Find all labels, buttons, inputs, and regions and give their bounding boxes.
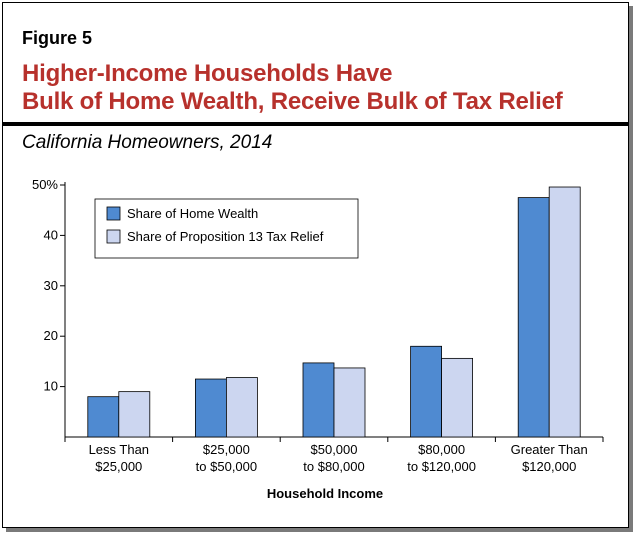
x-tick-label: $80,000: [418, 442, 465, 457]
legend-swatch: [106, 206, 121, 221]
x-tick-label: Less Than: [89, 442, 149, 457]
bar-home-wealth: [302, 362, 335, 438]
title-divider: [3, 122, 629, 126]
chart-subtitle: California Homeowners, 2014: [22, 132, 273, 153]
bar-tax-relief: [118, 391, 151, 438]
y-tick-label: 20: [44, 328, 58, 343]
bar-home-wealth: [194, 378, 227, 438]
x-tick-label: $50,000: [311, 442, 358, 457]
x-tick-label: $120,000: [522, 459, 576, 474]
y-tick-label: 30: [44, 278, 58, 293]
chart-title-line-1: Higher-Income Households Have: [22, 60, 393, 87]
x-tick-label: Greater Than: [511, 442, 588, 457]
x-tick-label: $25,000: [95, 459, 142, 474]
y-tick-label: 40: [44, 227, 58, 242]
bar-home-wealth: [517, 197, 550, 438]
bar-home-wealth: [410, 345, 443, 438]
x-tick-label: to $50,000: [196, 459, 257, 474]
chart-title: Higher-Income Households Have Bulk of Ho…: [22, 60, 563, 116]
bar-tax-relief: [225, 377, 258, 438]
chart-title-line-2: Bulk of Home Wealth, Receive Bulk of Tax…: [22, 88, 563, 115]
legend-label: Share of Proposition 13 Tax Relief: [127, 229, 324, 244]
x-axis-title: Household Income: [267, 486, 383, 501]
bar-home-wealth: [87, 396, 120, 438]
legend-swatch: [106, 229, 121, 244]
legend-label: Share of Home Wealth: [127, 206, 258, 221]
bar-tax-relief: [333, 367, 366, 438]
legend-box: [94, 198, 359, 259]
x-tick-label: to $80,000: [303, 459, 364, 474]
x-tick-label: $25,000: [203, 442, 250, 457]
figure-label: Figure 5: [22, 28, 93, 48]
x-tick-label: to $120,000: [407, 459, 476, 474]
bar-tax-relief: [548, 186, 581, 438]
y-tick-label: 10: [44, 379, 58, 394]
y-tick-label: 50%: [32, 177, 58, 192]
bar-tax-relief: [441, 357, 474, 438]
